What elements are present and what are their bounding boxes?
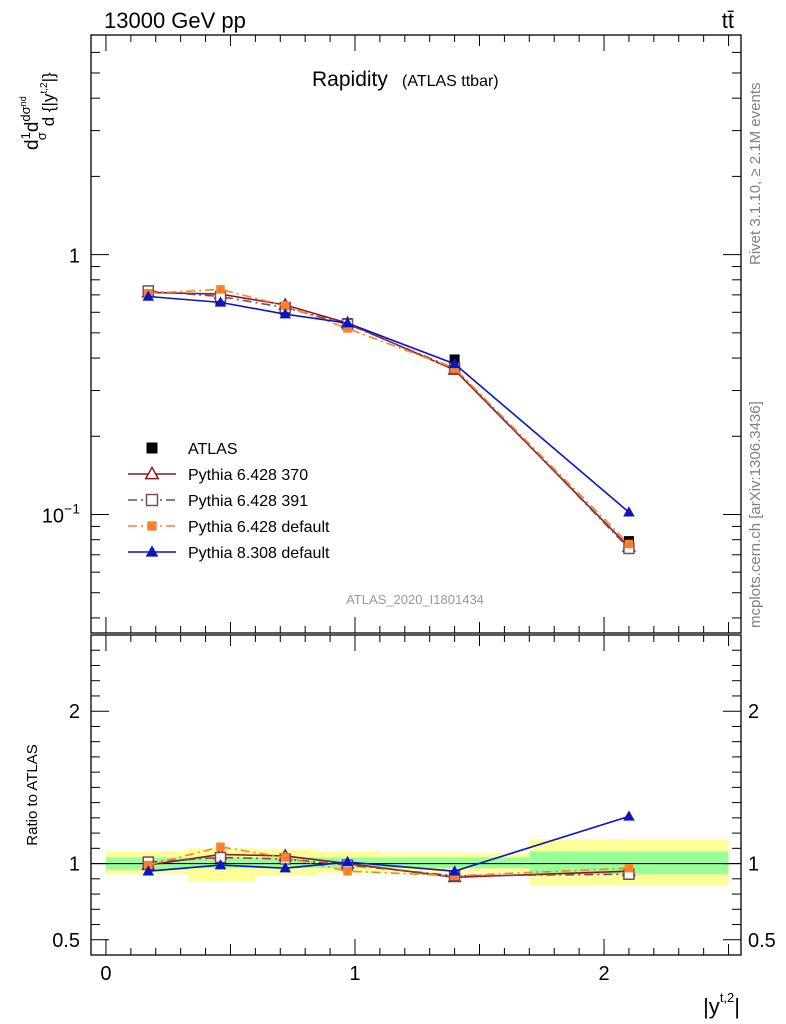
legend-item: Pythia 6.428 370 — [128, 465, 308, 484]
main-y-axis-label: d1σddσnd d {|yt,2|} — [18, 72, 58, 150]
main-panel: 1 10−1 Rapidity (ATLAS ttbar) d1σddσnd d {… — [18, 34, 742, 634]
main-y-tick-label: 1 — [69, 246, 80, 268]
data-point — [448, 357, 461, 369]
x-tick-label: 1 — [349, 963, 360, 985]
ratio-point — [341, 856, 354, 867]
chart-title: Rapidity — [312, 68, 388, 91]
ratio-y-axis-label: Ratio to ATLAS — [24, 744, 41, 845]
series-line — [148, 288, 630, 545]
ratio-point — [281, 853, 290, 862]
data-point — [343, 324, 352, 333]
ratio-frame — [90, 634, 742, 956]
ratio-point — [279, 862, 292, 873]
series-line — [148, 295, 630, 513]
legend-label: Pythia 6.428 391 — [188, 493, 308, 510]
ratio-y-tick-label-right: 2 — [748, 701, 759, 723]
series-line — [148, 290, 630, 550]
x-axis-label: |yt,2| — [703, 990, 740, 1019]
x-tick-label: 2 — [598, 963, 609, 985]
main-y-tick-label: 10−1 — [42, 501, 80, 528]
ratio-point — [142, 865, 155, 876]
ratio-panel: 0.5 0.5 1 1 2 2 0 1 2 Ratio to ATLAS |yt,2| — [24, 634, 776, 1019]
ratio-series-pythia-8-308-default — [142, 810, 635, 876]
data-point — [341, 317, 354, 328]
ratio-point — [144, 860, 153, 870]
ratio-y-tick-label-left: 1 — [69, 854, 80, 876]
ratio-series — [141, 810, 636, 883]
legend-item: Pythia 8.308 default — [128, 545, 330, 562]
ratio-point — [448, 865, 461, 876]
data-point — [279, 308, 292, 319]
header-left: 13000 GeV pp — [104, 8, 246, 33]
legend-label: Pythia 8.308 default — [188, 545, 330, 562]
legend-item: Pythia 6.428 default — [128, 519, 330, 536]
ratio-line — [148, 856, 629, 877]
data-point — [281, 301, 290, 311]
uncertainty-band-stat — [529, 851, 729, 875]
x-tick-labels: 0 1 2 — [100, 963, 609, 985]
ratio-point — [624, 863, 634, 873]
uncertainty-band-stat — [379, 857, 530, 869]
legend-label: Pythia 6.428 370 — [188, 467, 308, 484]
legend-item: ATLAS — [146, 441, 238, 458]
legend-label: ATLAS — [188, 441, 238, 458]
rivet-version: Rivet 3.1.10, ≥ 2.1M events — [747, 83, 764, 266]
data-point — [623, 506, 635, 517]
ratio-y-tick-labels: 0.5 0.5 1 1 2 2 — [52, 701, 776, 952]
ratio-point — [343, 866, 352, 876]
legend-marker — [146, 442, 158, 454]
series-pythia-6-428-391 — [142, 285, 635, 555]
data-point — [142, 290, 155, 301]
ratio-point — [450, 871, 459, 881]
ratio-bands — [91, 839, 741, 885]
series-line — [148, 291, 630, 548]
chart-subtitle: (ATLAS ttbar) — [402, 73, 499, 90]
ratio-line — [148, 815, 630, 873]
ratio-y-tick-label-left: 2 — [69, 701, 80, 723]
data-point — [216, 285, 225, 294]
main-y-axis-label-text: d1σddσnd d {|yt,2|} — [18, 72, 58, 150]
data-point — [214, 296, 227, 307]
legend-marker — [144, 465, 160, 480]
legend-item: Pythia 6.428 391 — [128, 493, 308, 510]
x-tick-label: 0 — [100, 963, 111, 985]
series-pythia-6-428-370 — [141, 284, 636, 552]
main-ticks — [91, 34, 741, 633]
mcplots-reference: mcplots.cern.ch [arXiv:1306.3436] — [747, 401, 764, 628]
legend: ATLAS Pythia 6.428 370 Pythia 6.428 391 Pyt… — [128, 441, 330, 562]
ratio-y-tick-label-right: 0.5 — [748, 930, 776, 952]
series-pythia-8-308-default — [142, 290, 635, 517]
legend-marker — [147, 521, 157, 531]
ratio-point — [214, 859, 227, 870]
analysis-id: ATLAS_2020_I1801434 — [346, 592, 484, 607]
ratio-y-tick-label-right: 1 — [748, 854, 759, 876]
legend-marker — [145, 545, 159, 557]
data-point — [624, 539, 634, 549]
legend-label: Pythia 6.428 default — [188, 519, 330, 536]
legend-marker — [145, 493, 159, 507]
ratio-point — [216, 842, 225, 852]
data-point — [450, 364, 459, 373]
main-series — [141, 284, 636, 555]
ratio-point — [623, 810, 635, 821]
header-right: tt̄ — [722, 8, 734, 33]
ratio-ticks — [91, 634, 741, 956]
main-y-tick-labels: 1 10−1 — [42, 246, 80, 528]
ratio-y-tick-label-left: 0.5 — [52, 930, 80, 952]
main-frame — [90, 34, 742, 634]
